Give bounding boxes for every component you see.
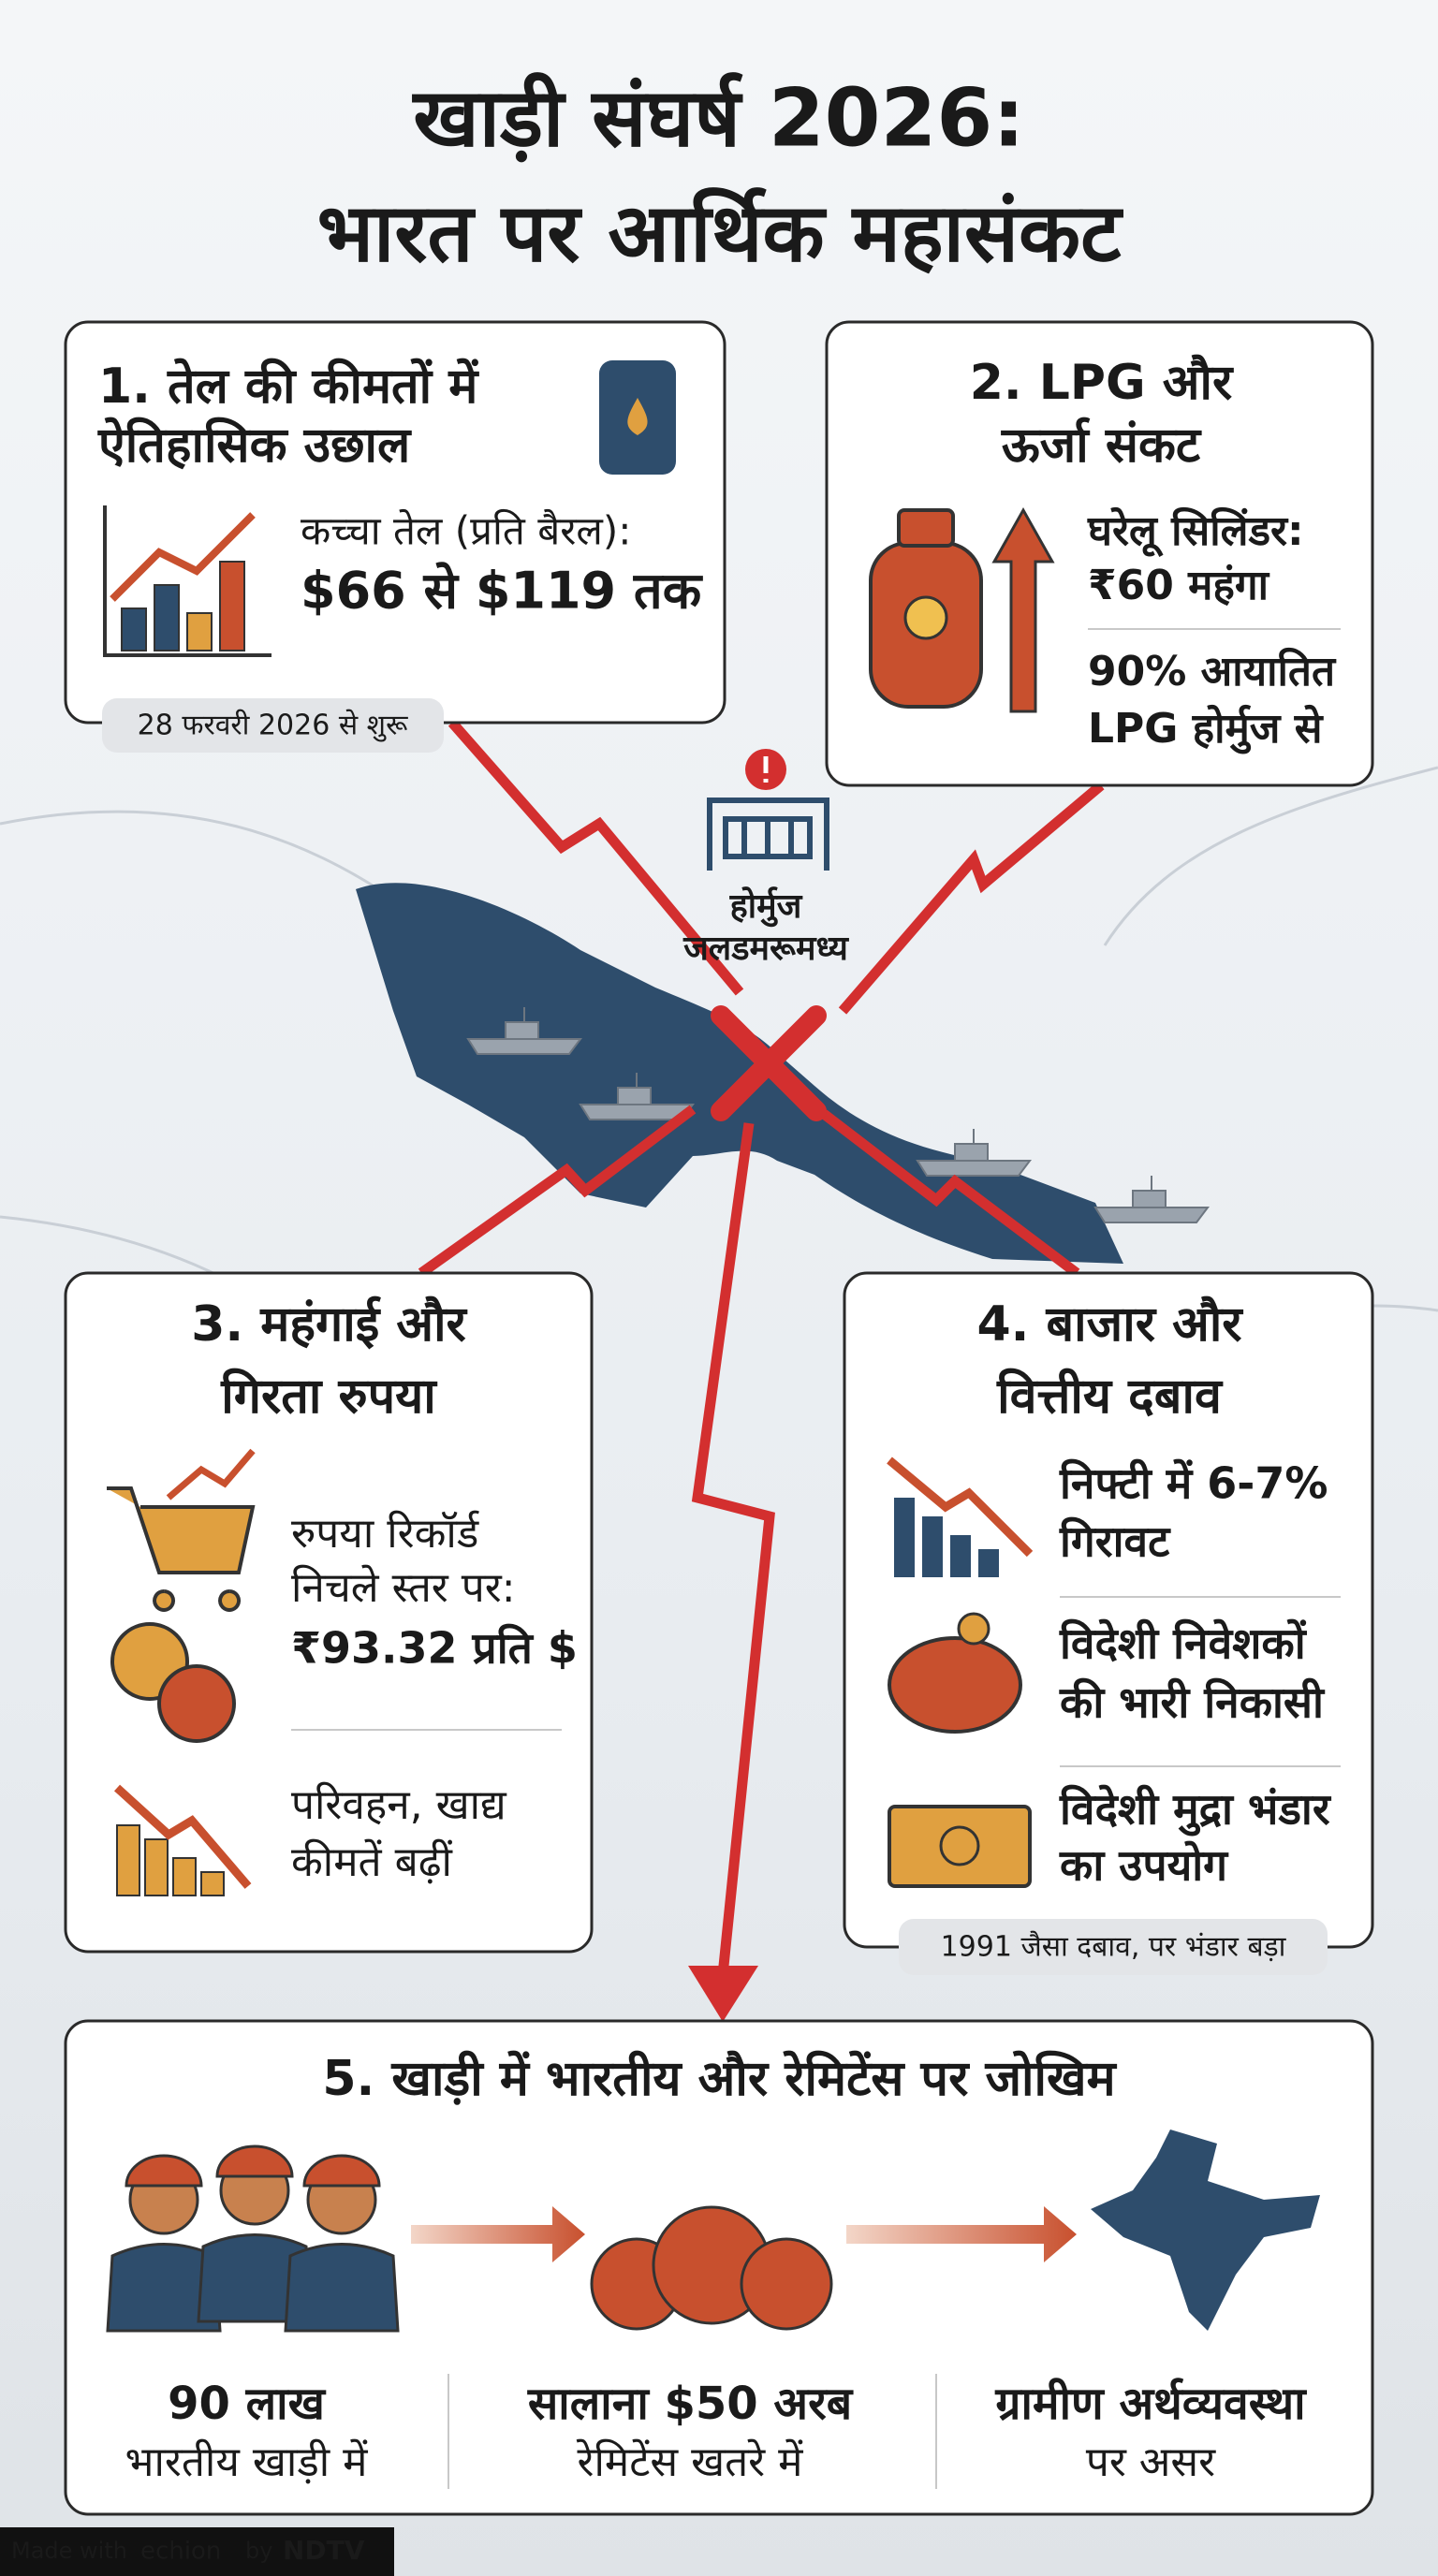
footer-bar <box>0 2527 394 2576</box>
chart-axis <box>103 505 271 657</box>
chart-bar-icon <box>186 612 213 651</box>
item-text: LPG होर्मुज से <box>1088 704 1325 754</box>
card-heading: ऐतिहासिक उछाल <box>97 417 412 474</box>
item-text: घरेलू सिलिंडर: <box>1087 506 1304 558</box>
chart-bar-icon <box>219 561 245 651</box>
ship <box>1093 1176 1210 1223</box>
note-text: 28 फरवरी 2026 से शुरू <box>138 710 408 743</box>
down-arrow <box>887 1456 1034 1558</box>
lightning-bolt <box>838 781 1105 1015</box>
footer-text: Made with <box>11 2538 127 2564</box>
worker-body <box>197 2233 313 2323</box>
lightning-bolt <box>418 1105 697 1278</box>
card-heading: 2. LPG और <box>970 354 1234 411</box>
note-pill <box>899 1919 1328 1975</box>
worker-helmet <box>302 2154 381 2188</box>
item-text: विदेशी निवेशकों <box>1059 1618 1308 1669</box>
cylinder-valve <box>897 508 955 548</box>
footer-text: by <box>245 2538 272 2564</box>
bar-icon <box>950 1535 971 1577</box>
ship <box>466 1007 582 1055</box>
up-arrow <box>991 506 1055 713</box>
oil-drop <box>627 398 648 435</box>
land-outline <box>0 766 1438 1424</box>
item-value: ₹93.32 प्रति $ <box>291 1623 578 1674</box>
item-text: कीमतें बढ़ीं <box>291 1838 453 1886</box>
card <box>64 1271 594 1954</box>
card-heading: 1. तेल की कीमतों में <box>98 358 479 415</box>
bar-icon <box>116 1824 140 1896</box>
bar-icon <box>172 1857 197 1896</box>
card-heading: ऊर्जा संकट <box>1001 417 1202 474</box>
map-label: होर्मुज <box>729 886 803 928</box>
flow-arrow <box>846 2206 1077 2262</box>
item-text: रेमिटेंस खतरे में <box>576 2438 803 2486</box>
bar-icon <box>144 1838 169 1896</box>
cart-icon <box>107 1486 256 1612</box>
ship <box>579 1073 695 1120</box>
title: खाड़ी संघर्ष 2026: <box>411 71 1024 165</box>
item-text: कच्चा तेल (प्रति बैरल): <box>301 508 631 554</box>
worker-body <box>284 2243 400 2333</box>
item-text: विदेशी मुद्रा भंडार <box>1059 1784 1332 1837</box>
item-text: भारतीय खाड़ी में <box>125 2438 369 2486</box>
card-heading: वित्तीय दबाव <box>996 1368 1224 1425</box>
card-heading: 4. बाजार और <box>976 1295 1243 1353</box>
bar-icon <box>978 1549 999 1577</box>
card-heading: गिरता रुपया <box>220 1368 438 1425</box>
item-value: $66 से $119 तक <box>301 562 704 621</box>
note-text: 1991 जैसा दबाव, पर भंडार बड़ा <box>941 1931 1287 1964</box>
card-heading: 3. महंगाई और <box>191 1295 467 1353</box>
footer-brand: NDTV <box>283 2535 365 2566</box>
lightning-bolt <box>448 719 744 996</box>
chart-bar-icon <box>154 584 180 651</box>
item-text: परिवहन, खाद्य <box>291 1781 507 1829</box>
money-icon <box>888 1805 1032 1888</box>
item-text: का उपयोग <box>1059 1840 1229 1891</box>
map-label: जलडमरूमध्य <box>682 929 849 968</box>
down-arrow <box>113 1784 252 1889</box>
item-value: सालाना $50 अरब <box>527 2378 854 2430</box>
bar-icon <box>922 1516 943 1577</box>
worker-helmet <box>125 2154 203 2188</box>
flow-arrow <box>411 2206 585 2262</box>
gate-icon <box>707 798 829 871</box>
coin-icon <box>157 1664 236 1743</box>
lightning-bolt <box>691 1122 775 1976</box>
item-text: ₹60 महंगा <box>1088 562 1270 609</box>
india-map-icon <box>1091 2130 1320 2331</box>
item-value: ग्रामीण अर्थव्यवस्था <box>994 2378 1307 2430</box>
piggy-bank-icon <box>888 1636 1022 1734</box>
bar-icon <box>200 1871 225 1896</box>
item-value: 90 लाख <box>168 2378 326 2430</box>
trend-arrow <box>166 1448 256 1500</box>
cylinder-flame <box>903 595 948 640</box>
item-text: की भारी निकासी <box>1059 1677 1326 1728</box>
item-text: गिरावट <box>1059 1516 1171 1567</box>
ship <box>916 1129 1032 1177</box>
trend-arrow <box>110 512 256 602</box>
title: भारत पर आर्थिक महासंकट <box>317 186 1123 280</box>
blocked-cross <box>711 1005 827 1121</box>
coin-icon <box>957 1612 990 1646</box>
money-mark <box>939 1825 980 1866</box>
item-text: 90% आयातित <box>1088 647 1337 695</box>
worker-helmet <box>215 2144 294 2178</box>
item-text: निचले स्तर पर: <box>291 1564 516 1612</box>
card-heading: 5. खाड़ी में भारतीय और रेमिटेंस पर जोखिम <box>322 2050 1117 2107</box>
footer-brand: echion <box>140 2538 221 2566</box>
item-text: पर असर <box>1086 2438 1216 2486</box>
item-text: निफ्टी में 6-7% <box>1059 1458 1328 1509</box>
lightning-bolt <box>820 1109 1080 1278</box>
note-pill <box>102 698 444 753</box>
bar-icon <box>894 1498 915 1577</box>
item-text: रुपया रिकॉर्ड <box>291 1510 479 1558</box>
arrow-head <box>688 1966 758 2022</box>
chart-bar-icon <box>121 607 147 651</box>
money-bag-icon <box>740 2237 833 2331</box>
